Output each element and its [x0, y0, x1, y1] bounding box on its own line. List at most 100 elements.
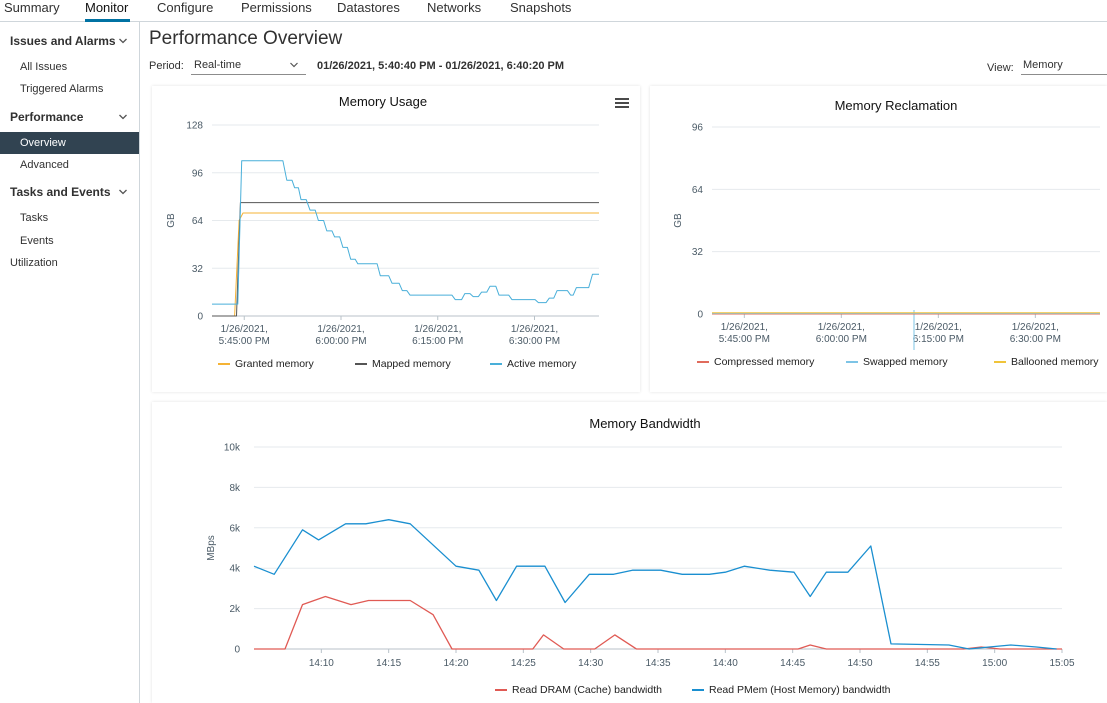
legend-label: Read PMem (Host Memory) bandwidth: [709, 684, 891, 696]
legend-label: Read DRAM (Cache) bandwidth: [512, 684, 662, 696]
tab-configure[interactable]: Configure: [157, 0, 214, 15]
x-tick-label: 1/26/2021,: [221, 324, 268, 335]
y-tick-label: 64: [192, 216, 204, 227]
x-tick-label: 14:10: [309, 658, 334, 669]
sidebar-item-all-issues[interactable]: All Issues: [20, 61, 68, 73]
y-tick-label: 64: [692, 185, 704, 196]
legend-label: Compressed memory: [714, 356, 815, 368]
x-tick-label: 1/26/2021,: [1012, 322, 1059, 333]
top-tab-bar: Summary Monitor Configure Permissions Da…: [0, 0, 1107, 22]
x-tick-label: 1/26/2021,: [317, 324, 364, 335]
y-tick-label: 32: [692, 247, 704, 258]
x-tick-label: 14:30: [578, 658, 603, 669]
x-tick-label: 1/26/2021,: [414, 324, 461, 335]
menu-bar: [615, 106, 629, 108]
view-label: View:: [987, 62, 1014, 74]
chevron-down-icon: [290, 62, 298, 68]
view-select-value: Memory: [1023, 59, 1063, 71]
legend-label: Active memory: [507, 358, 577, 370]
sidebar-group-label: Issues and Alarms: [10, 34, 116, 48]
sidebar-item-utilization[interactable]: Utilization: [10, 257, 58, 269]
chart-menu-icon[interactable]: [615, 98, 629, 108]
memory-bandwidth-chart: Memory Bandwidth 0 2k 4k 6k 8k 10k MBps 14:10 14:…: [206, 416, 1075, 696]
x-tick-label: 6:30:00 PM: [1010, 334, 1061, 345]
sidebar-group-tasks-and-events[interactable]: Tasks and Events: [0, 181, 139, 203]
y-tick-label: 96: [192, 168, 204, 179]
y-tick-label: 0: [197, 312, 203, 323]
x-tick-label: 1/26/2021,: [721, 322, 768, 333]
memory-bandwidth-panel: Memory Bandwidth 0 2k 4k 6k 8k 10k MBps 14:10 14:…: [152, 402, 1107, 703]
x-tick-label: 6:30:00 PM: [509, 336, 560, 347]
legend-item-active-memory[interactable]: Active memory: [490, 358, 577, 370]
sidebar-item-triggered-alarms[interactable]: Triggered Alarms: [20, 83, 104, 95]
legend-item-compressed-memory[interactable]: Compressed memory: [697, 356, 815, 368]
chevron-down-icon: [119, 38, 127, 44]
tab-summary[interactable]: Summary: [4, 0, 60, 15]
x-tick-label: 14:15: [376, 658, 401, 669]
x-tick-label: 5:45:00 PM: [219, 336, 270, 347]
chevron-down-icon: [119, 114, 127, 120]
legend-item-read-dram-cache-bandwidth[interactable]: Read DRAM (Cache) bandwidth: [495, 684, 662, 696]
legend-item-mapped-memory[interactable]: Mapped memory: [355, 358, 452, 370]
y-tick-label: 8k: [229, 483, 241, 494]
legend-item-swapped-memory[interactable]: Swapped memory: [846, 356, 948, 368]
x-tick-label: 6:00:00 PM: [816, 334, 867, 345]
chart-title: Memory Bandwidth: [589, 416, 700, 431]
x-tick-label: 1/26/2021,: [915, 322, 962, 333]
tab-snapshots[interactable]: Snapshots: [510, 0, 572, 15]
x-tick-label: 1/26/2021,: [818, 322, 865, 333]
x-tick-label: 14:35: [645, 658, 670, 669]
sidebar-nav: Issues and Alarms All Issues Triggered A…: [0, 22, 140, 703]
tab-datastores[interactable]: Datastores: [337, 0, 400, 15]
period-select-value: Real-time: [194, 59, 242, 71]
x-tick-label: 14:20: [443, 658, 468, 669]
sidebar-item-tasks[interactable]: Tasks: [20, 212, 49, 224]
x-tick-label: 6:00:00 PM: [315, 336, 366, 347]
sidebar-item-advanced[interactable]: Advanced: [20, 159, 69, 171]
menu-bar: [615, 98, 629, 100]
sidebar-item-overview[interactable]: Overview: [0, 132, 139, 154]
page-title: Performance Overview: [149, 28, 343, 49]
period-select[interactable]: Real-time: [191, 58, 306, 75]
legend-item-read-pmem-host-memory-bandwidth[interactable]: Read PMem (Host Memory) bandwidth: [692, 684, 891, 696]
x-tick-label: 6:15:00 PM: [412, 336, 463, 347]
y-tick-label: 10k: [224, 443, 241, 454]
legend-item-ballooned-memory[interactable]: Ballooned memory: [994, 356, 1099, 368]
chevron-down-icon: [119, 189, 127, 195]
x-tick-label: 15:05: [1049, 658, 1074, 669]
y-tick-label: 2k: [229, 604, 241, 615]
sidebar-group-issues-and-alarms[interactable]: Issues and Alarms: [0, 30, 139, 52]
view-select[interactable]: Memory: [1021, 58, 1107, 75]
tab-permissions[interactable]: Permissions: [241, 0, 312, 15]
tab-monitor[interactable]: Monitor: [85, 0, 130, 22]
x-tick-label: 14:45: [780, 658, 805, 669]
period-label: Period:: [149, 60, 184, 72]
series-line-read-pmem-host-memory-bandwidth: [253, 519, 1057, 650]
y-axis-label: GB: [166, 213, 177, 228]
memory-usage-panel: Memory Usage 0 32 64 96 128 GB 1/26/2021, 5:45:0…: [152, 86, 640, 392]
menu-bar: [615, 102, 629, 104]
x-tick-label: 14:50: [847, 658, 872, 669]
x-tick-label: 14:40: [713, 658, 738, 669]
y-tick-label: 32: [192, 264, 204, 275]
legend-label: Ballooned memory: [1011, 356, 1099, 368]
chart-title: Memory Usage: [339, 94, 427, 109]
y-tick-label: 0: [234, 645, 240, 656]
tab-networks[interactable]: Networks: [427, 0, 482, 15]
memory-reclamation-panel: Memory Reclamation 0 32 64 96 GB 1/26/2021, 5:4…: [650, 86, 1107, 392]
y-tick-label: 6k: [229, 523, 241, 534]
sidebar-group-performance[interactable]: Performance: [0, 106, 139, 128]
y-tick-label: 96: [692, 123, 704, 134]
legend-item-granted-memory[interactable]: Granted memory: [218, 358, 315, 370]
legend-label: Swapped memory: [863, 356, 948, 368]
y-tick-label: 0: [697, 310, 703, 321]
x-tick-label: 15:00: [982, 658, 1007, 669]
sidebar-item-events[interactable]: Events: [20, 235, 54, 247]
series-line-read-dram-cache-bandwidth: [254, 595, 1062, 650]
sidebar-group-label: Performance: [10, 110, 84, 124]
sidebar-group-label: Tasks and Events: [10, 185, 111, 199]
y-axis-label: MBps: [206, 535, 217, 561]
legend-label: Granted memory: [235, 358, 315, 370]
x-tick-label: 1/26/2021,: [511, 324, 558, 335]
y-tick-label: 4k: [229, 564, 241, 575]
